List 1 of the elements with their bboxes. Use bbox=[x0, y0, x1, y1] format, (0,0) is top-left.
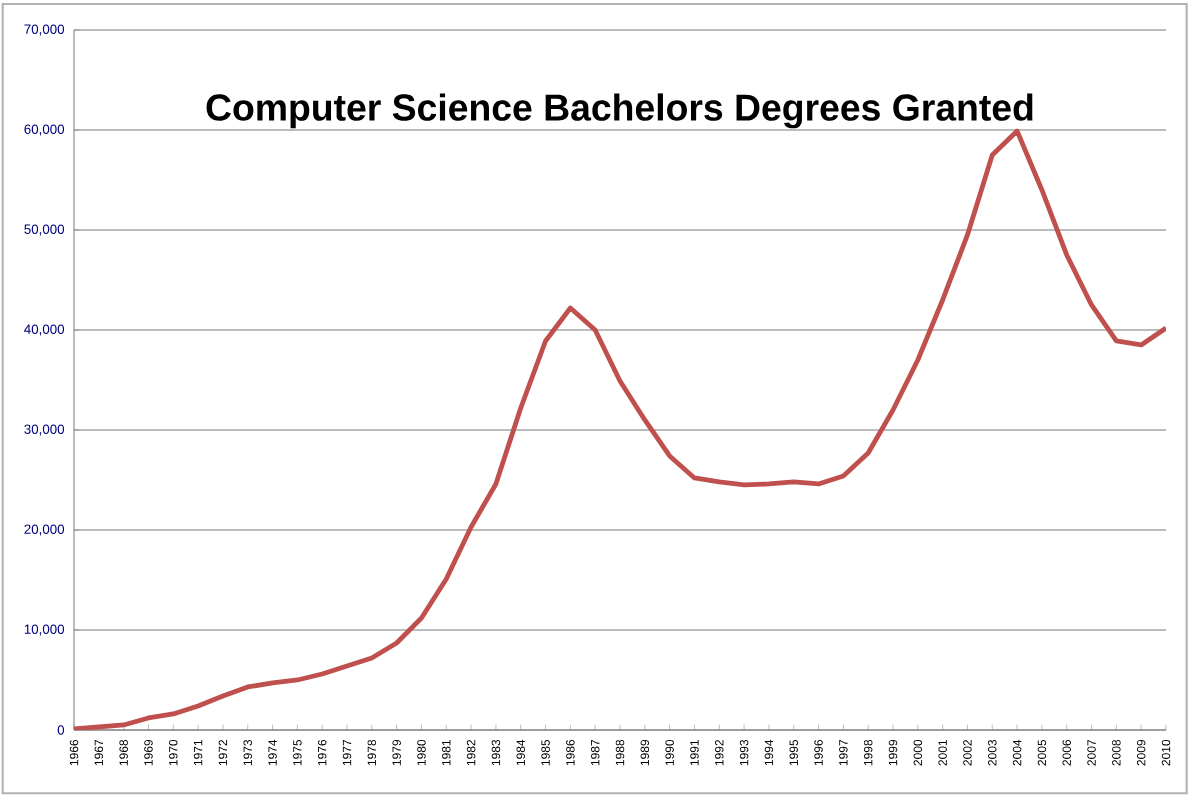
text: Computer Science Bachelors Degrees Granted bbox=[206, 93, 1033, 129]
